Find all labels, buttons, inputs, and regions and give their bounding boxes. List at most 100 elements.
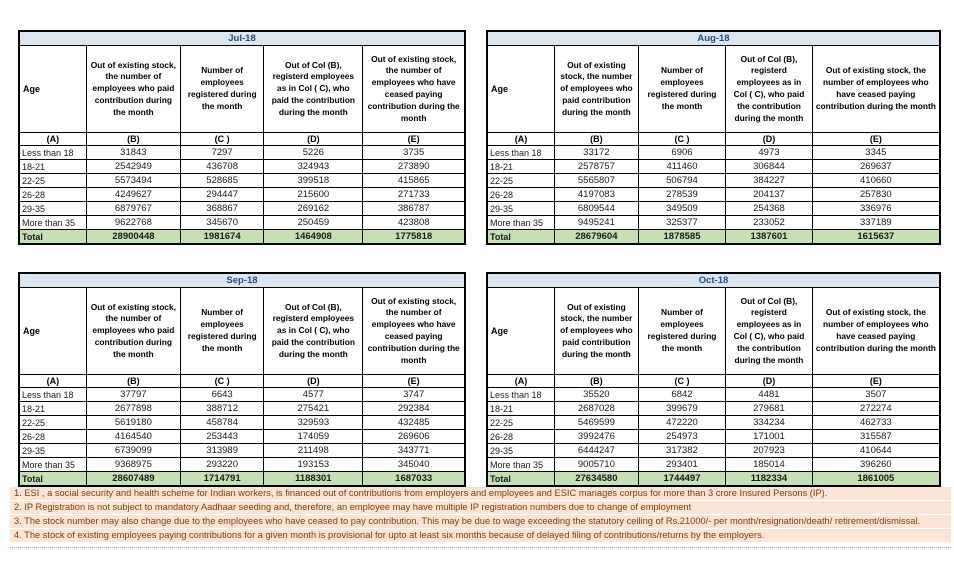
value-cell: 472220: [637, 415, 727, 430]
column-letter: (D): [263, 132, 364, 146]
table-row: 26-28 4164540 253443 174059 269606: [18, 429, 466, 444]
footnote-2: 2. IP Registration is not subject to man…: [10, 501, 951, 514]
column-header: Number of employees registered during th…: [637, 287, 727, 375]
total-value-cell: 1775818: [362, 229, 466, 245]
value-cell: 315587: [811, 429, 941, 444]
value-cell: 215600: [263, 187, 364, 202]
total-value-cell: 1744497: [637, 471, 727, 487]
value-cell: 2687028: [553, 401, 639, 416]
value-cell: 4973: [725, 145, 813, 160]
total-value-cell: 1687033: [362, 471, 466, 487]
column-header: Out of Col (B), registerd employees as i…: [263, 45, 364, 133]
column-header: Out of existing stock, the number of emp…: [553, 45, 639, 133]
value-cell: 293220: [179, 457, 265, 472]
value-cell: 388712: [179, 401, 265, 416]
row-label: 22-25: [486, 173, 555, 188]
column-header: Out of Col (B), registerd employees as i…: [263, 287, 364, 375]
row-label: 22-25: [18, 415, 87, 430]
value-cell: 462733: [811, 415, 941, 430]
value-cell: 410660: [811, 173, 941, 188]
column-letter: (A): [18, 132, 87, 146]
value-cell: 211498: [263, 443, 364, 458]
value-cell: 6906: [637, 145, 727, 160]
value-cell: 37797: [85, 387, 181, 402]
row-label: 29-35: [18, 201, 87, 216]
column-header-age: Age: [18, 287, 87, 375]
month-table-aug-18: Aug-18 Age Out of existing stock, the numb…: [486, 30, 941, 245]
value-cell: 185014: [725, 457, 813, 472]
table-row: 29-35 6879767 368867 269162 386787: [18, 201, 466, 216]
value-cell: 345040: [362, 457, 466, 472]
value-cell: 384227: [725, 173, 813, 188]
value-cell: 411460: [637, 159, 727, 174]
value-cell: 415865: [362, 173, 466, 188]
total-value-cell: 28900448: [85, 229, 181, 245]
total-value-cell: 1714791: [179, 471, 265, 487]
value-cell: 253443: [179, 429, 265, 444]
total-value-cell: 1387601: [725, 229, 813, 245]
footnote-4: 4. The stock of existing employees payin…: [10, 529, 951, 542]
value-cell: 9368975: [85, 457, 181, 472]
value-cell: 396260: [811, 457, 941, 472]
value-cell: 233052: [725, 215, 813, 230]
column-letter: (D): [725, 374, 813, 388]
total-row: Total 28679604 1878585 1387601 1615637: [486, 229, 941, 245]
table-row: Less than 18 33172 6906 4973 3345: [486, 145, 941, 160]
row-label: 26-28: [486, 429, 555, 444]
month-band-row: Aug-18: [486, 30, 941, 46]
value-cell: 6739099: [85, 443, 181, 458]
total-value-cell: 28679604: [553, 229, 639, 245]
value-cell: 2677898: [85, 401, 181, 416]
value-cell: 6809544: [553, 201, 639, 216]
row-label: 18-21: [18, 159, 87, 174]
column-letter-row: (A) (B) (C ) (D) (E): [18, 374, 466, 388]
value-cell: 329593: [263, 415, 364, 430]
table-row: 18-21 2542949 436708 324943 273890: [18, 159, 466, 174]
value-cell: 2542949: [85, 159, 181, 174]
total-label: Total: [18, 471, 87, 487]
value-cell: 6879767: [85, 201, 181, 216]
value-cell: 5226: [263, 145, 364, 160]
column-letter-row: (A) (B) (C ) (D) (E): [18, 132, 466, 146]
month-table-oct-18: Oct-18 Age Out of existing stock, the numb…: [486, 272, 941, 487]
value-cell: 292384: [362, 401, 466, 416]
month-title: Sep-18: [18, 272, 466, 288]
value-cell: 9495241: [553, 215, 639, 230]
value-cell: 345670: [179, 215, 265, 230]
value-cell: 204137: [725, 187, 813, 202]
value-cell: 3992476: [553, 429, 639, 444]
column-header: Number of employees registered during th…: [179, 287, 265, 375]
value-cell: 3747: [362, 387, 466, 402]
value-cell: 4577: [263, 387, 364, 402]
table-row: More than 35 9622768 345670 250459 423808: [18, 215, 466, 230]
column-letter: (C ): [637, 132, 727, 146]
column-letter: (C ): [637, 374, 727, 388]
value-cell: 423808: [362, 215, 466, 230]
value-cell: 5565807: [553, 173, 639, 188]
table-row: 26-28 4197083 278539 204137 257830: [486, 187, 941, 202]
footnote-3: 3. The stock number may also change due …: [10, 515, 951, 528]
value-cell: 254368: [725, 201, 813, 216]
value-cell: 174059: [263, 429, 364, 444]
value-cell: 399679: [637, 401, 727, 416]
value-cell: 436708: [179, 159, 265, 174]
value-cell: 35520: [553, 387, 639, 402]
row-label: Less than 18: [486, 145, 555, 160]
column-header: Out of existing stock, the number of emp…: [362, 287, 466, 375]
row-label: More than 35: [486, 457, 555, 472]
column-header: Out of Col (B), registerd employees as i…: [725, 287, 813, 375]
value-cell: 6444247: [553, 443, 639, 458]
tables-grid: Jul-18 Age Out of existing stock, the numb…: [18, 30, 941, 487]
month-title: Jul-18: [18, 30, 466, 46]
total-row: Total 28607489 1714791 1188301 1687033: [18, 471, 466, 487]
total-value-cell: 1615637: [811, 229, 941, 245]
value-cell: 9005710: [553, 457, 639, 472]
table-row: 22-25 5619180 458784 329593 432485: [18, 415, 466, 430]
month-band-row: Oct-18: [486, 272, 941, 288]
value-cell: 313989: [179, 443, 265, 458]
footnotes: 1. ESI , a social security and health sc…: [10, 487, 951, 548]
column-letter: (A): [486, 374, 555, 388]
month-title: Oct-18: [486, 272, 941, 288]
month-table-sep-18: Sep-18 Age Out of existing stock, the numb…: [18, 272, 466, 487]
column-header: Out of existing stock, the number of emp…: [85, 287, 181, 375]
